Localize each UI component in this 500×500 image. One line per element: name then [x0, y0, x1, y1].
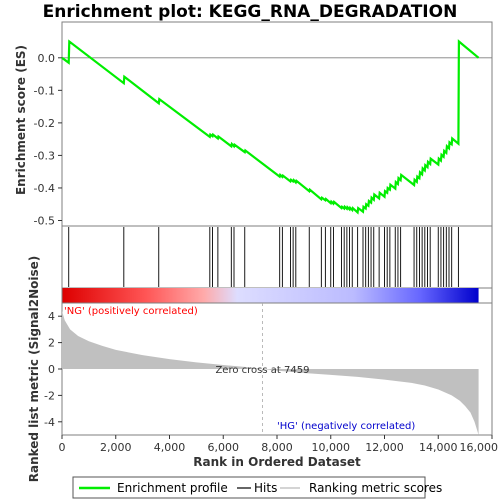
negative-correlation-label: 'HG' (negatively correlated) [277, 421, 415, 432]
es-panel-frame [61, 21, 493, 228]
es-y-ticks: 0.0 -0.1 -0.2 -0.3 -0.4 -0.5 [34, 52, 62, 227]
es-y-tick-label: -0.3 [34, 149, 55, 162]
es-y-tick-label: -0.1 [34, 84, 55, 97]
hits-panel [61, 225, 493, 289]
x-tick-label: 6,000 [208, 441, 240, 454]
x-tick-label: 2,000 [100, 441, 132, 454]
x-tick-label: 0 [59, 441, 66, 454]
legend-hits-label: Hits [254, 481, 277, 495]
x-tick-label: 12,000 [365, 441, 404, 454]
es-y-tick-label: 0.0 [38, 52, 56, 65]
metric-y-tick-label: -2 [44, 389, 55, 402]
es-y-axis-label: Enrichment score (ES) [14, 45, 28, 195]
ranking-metric-area [62, 310, 479, 435]
chart-title: Enrichment plot: KEGG_RNA_DEGRADATION [43, 2, 458, 22]
legend: Enrichment profile Hits Ranking metric s… [72, 476, 442, 499]
x-tick-label: 8,000 [261, 441, 293, 454]
metric-y-tick-label: 4 [48, 310, 55, 323]
ranked-color-bar [61, 287, 493, 305]
x-tick-label: 14,000 [419, 441, 458, 454]
metric-y-tick-label: 2 [48, 337, 55, 350]
enrichment-profile-line [61, 39, 480, 215]
es-y-tick-label: -0.4 [34, 182, 55, 195]
es-y-tick-label: -0.5 [34, 214, 55, 227]
metric-y-ticks: 4 2 0 -2 -4 [44, 310, 62, 429]
metric-y-tick-label: -4 [44, 416, 55, 429]
x-tick-label: 4,000 [154, 441, 186, 454]
x-ticks: 0 2,000 4,000 6,000 8,000 10,000 12,000 14,000 1… [59, 435, 499, 454]
x-tick-label: 10,000 [312, 441, 351, 454]
es-panel: 0.0 -0.1 -0.2 -0.3 -0.4 -0.5 [34, 21, 493, 228]
legend-enrichment-label: Enrichment profile [117, 481, 228, 495]
x-axis-label: Rank in Ordered Dataset [193, 455, 361, 469]
color-bar-gradient [62, 288, 479, 303]
metric-y-axis-label: Ranked list metric (Signal2Noise) [27, 256, 41, 483]
positive-correlation-label: 'NG' (positively correlated) [64, 306, 198, 317]
zero-cross-label: Zero cross at 7459 [215, 365, 309, 376]
metric-y-tick-label: 0 [48, 363, 55, 376]
legend-metric-label: Ranking metric scores [309, 481, 442, 495]
metric-panel: 4 2 0 -2 -4 'NG' (positively correlated) Zer… [44, 302, 493, 436]
es-y-tick-label: -0.2 [34, 117, 55, 130]
x-tick-label: 16,000 [460, 441, 499, 454]
hit-lines [68, 227, 459, 287]
hits-panel-frame [61, 225, 493, 289]
